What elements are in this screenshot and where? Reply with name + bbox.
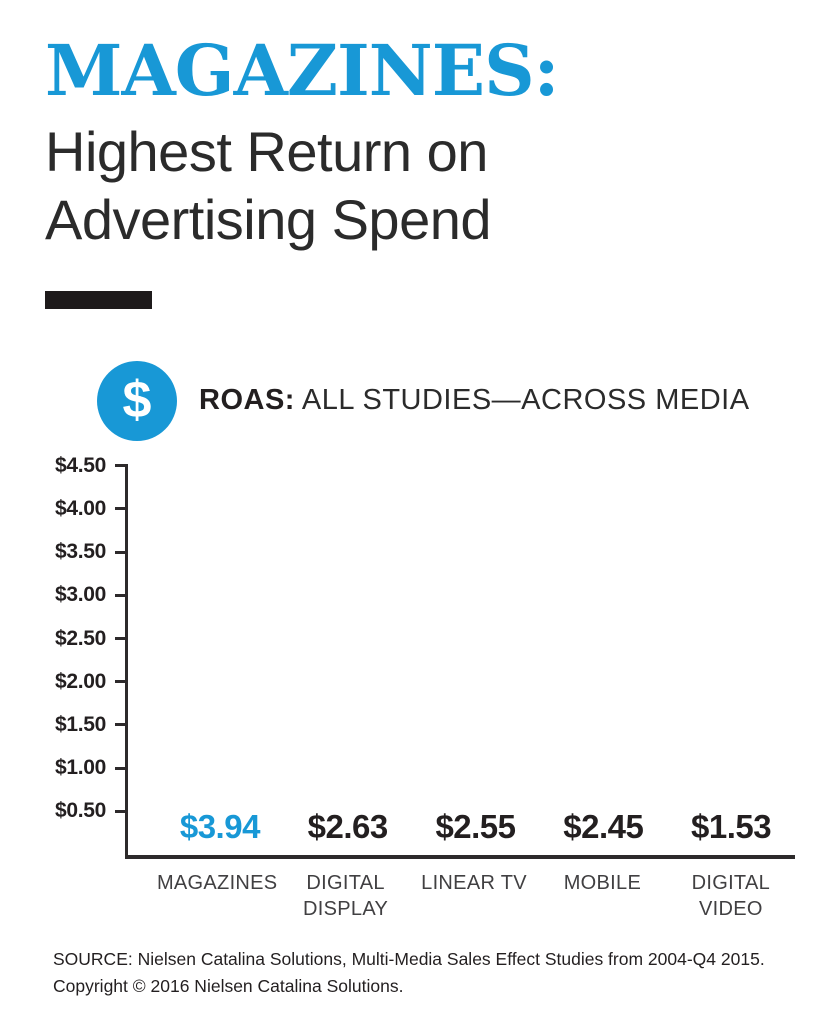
- y-tick-label: $4.00: [54, 496, 106, 520]
- page-subtitle: Highest Return on Advertising Spend: [45, 118, 797, 255]
- bars-container: $3.94 $2.63 $2.55 $2.45 $1.53: [128, 466, 795, 855]
- y-tick: $4.00: [55, 497, 128, 521]
- y-tick-label: $4.50: [54, 453, 106, 477]
- y-tick-mark: [115, 680, 128, 684]
- bar-value-label: $2.63: [307, 807, 389, 845]
- y-tick-mark: [115, 637, 128, 641]
- source-note: SOURCE: Nielsen Catalina Solutions, Mult…: [53, 946, 797, 1000]
- dollar-glyph: $: [122, 370, 152, 429]
- source-line-1: SOURCE: Nielsen Catalina Solutions, Mult…: [53, 948, 765, 969]
- y-tick-label: $1.00: [54, 756, 106, 780]
- roas-header: $ ROAS: ALL STUDIES—ACROSS MEDIA: [97, 360, 797, 441]
- x-axis-label: MOBILE: [563, 871, 642, 894]
- y-tick: $1.00: [55, 756, 128, 780]
- bar-chart: $3.94 $2.63 $2.55 $2.45 $1.53 $4.50 $4.00 $3.5…: [55, 454, 795, 922]
- subtitle-line-2: Advertising Spend: [45, 188, 492, 252]
- x-axis-label: MAGAZINES: [156, 871, 278, 894]
- divider-bar: [45, 290, 152, 309]
- y-tick-mark: [115, 766, 128, 770]
- page-title: MAGAZINES:: [45, 29, 559, 112]
- y-tick-mark: [115, 550, 128, 554]
- y-tick-mark: [115, 723, 128, 727]
- y-tick: $1.50: [55, 713, 128, 737]
- bar-value-label: $2.55: [435, 807, 516, 845]
- x-axis-label: DIGITAL DISPLAY: [303, 871, 389, 920]
- y-tick: $3.50: [55, 540, 128, 564]
- y-tick-mark: [115, 507, 128, 511]
- y-tick-label: $3.50: [54, 540, 106, 564]
- y-tick-mark: [115, 593, 128, 597]
- y-tick: $2.50: [55, 627, 128, 651]
- chart-heading-bold: ROAS:: [199, 384, 295, 417]
- x-axis-label: DIGITAL VIDEO: [691, 871, 771, 920]
- bar-value-label: $3.94: [179, 807, 261, 845]
- y-tick: $4.50: [55, 454, 128, 478]
- y-tick-label: $2.00: [54, 669, 106, 693]
- y-tick-mark: [115, 464, 128, 468]
- subtitle-line-1: Highest Return on: [45, 120, 488, 183]
- bar-value-label: $2.45: [563, 807, 644, 845]
- y-tick-mark: [115, 809, 128, 813]
- source-line-2: Copyright © 2016 Nielsen Catalina Soluti…: [53, 975, 404, 996]
- infographic-page: MAGAZINES: Highest Return on Advertising …: [45, 29, 797, 1000]
- y-tick: $2.00: [55, 670, 128, 694]
- dollar-icon: $: [97, 360, 177, 441]
- x-axis-label: LINEAR TV: [421, 871, 527, 894]
- chart-heading-rest: ALL STUDIES—ACROSS MEDIA: [294, 384, 750, 417]
- x-axis-labels: MAGAZINES DIGITAL DISPLAY LINEAR TV MOBILE D…: [125, 870, 795, 922]
- y-tick: $0.50: [55, 799, 128, 823]
- plot-area: $3.94 $2.63 $2.55 $2.45 $1.53 $4.50 $4.00 $3.5…: [55, 454, 795, 859]
- y-tick: $3.00: [55, 583, 128, 607]
- bar-value-label: $1.53: [691, 807, 772, 845]
- chart-heading: ROAS: ALL STUDIES—ACROSS MEDIA: [199, 384, 750, 417]
- y-tick-label: $1.50: [54, 712, 106, 736]
- y-tick-label: $2.50: [54, 626, 106, 650]
- y-tick-label: $0.50: [54, 799, 106, 823]
- y-tick-label: $3.00: [54, 583, 106, 607]
